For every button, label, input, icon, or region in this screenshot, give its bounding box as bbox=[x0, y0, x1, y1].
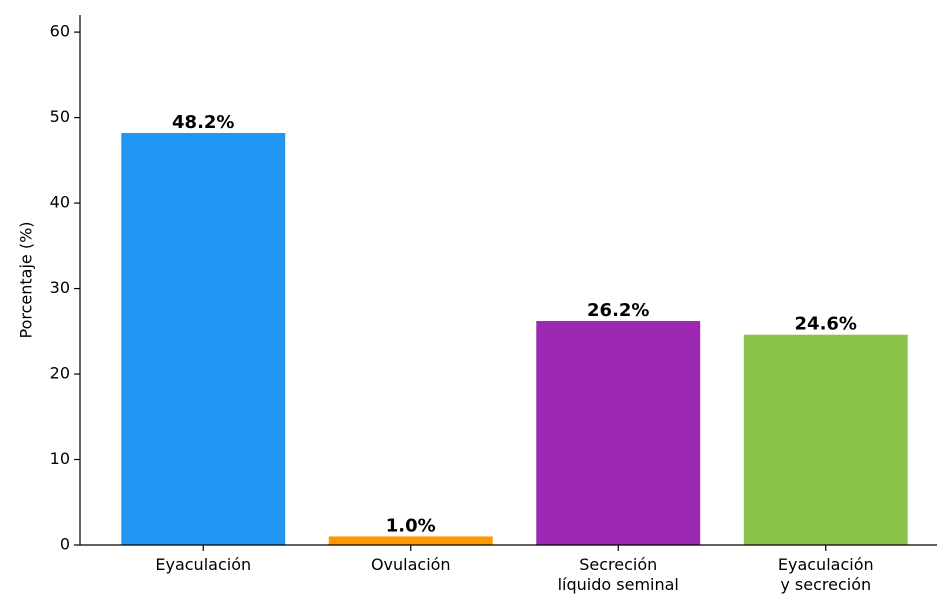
bar bbox=[536, 321, 701, 545]
bar bbox=[743, 334, 908, 545]
value-label: 26.2% bbox=[587, 300, 649, 321]
y-tick-label: 0 bbox=[60, 535, 70, 554]
x-tick-label: Eyaculación y secreción bbox=[777, 555, 874, 594]
y-tick-label: 40 bbox=[50, 193, 70, 212]
bar bbox=[328, 536, 493, 545]
y-tick-label: 20 bbox=[50, 364, 70, 383]
x-tick-label: Secreción líquido seminal bbox=[557, 555, 679, 594]
y-tick-label: 50 bbox=[50, 107, 70, 126]
y-tick-label: 30 bbox=[50, 278, 70, 297]
bar bbox=[121, 132, 286, 545]
x-tick-label: Ovulación bbox=[370, 555, 451, 574]
y-tick-label: 10 bbox=[50, 449, 70, 468]
x-tick-label: Eyaculación bbox=[155, 555, 252, 574]
y-tick-label: 60 bbox=[50, 22, 70, 41]
y-axis-label: Porcentaje (%) bbox=[17, 221, 36, 338]
value-label: 24.6% bbox=[795, 314, 857, 335]
value-label: 48.2% bbox=[172, 112, 234, 133]
value-label: 1.0% bbox=[386, 515, 436, 536]
